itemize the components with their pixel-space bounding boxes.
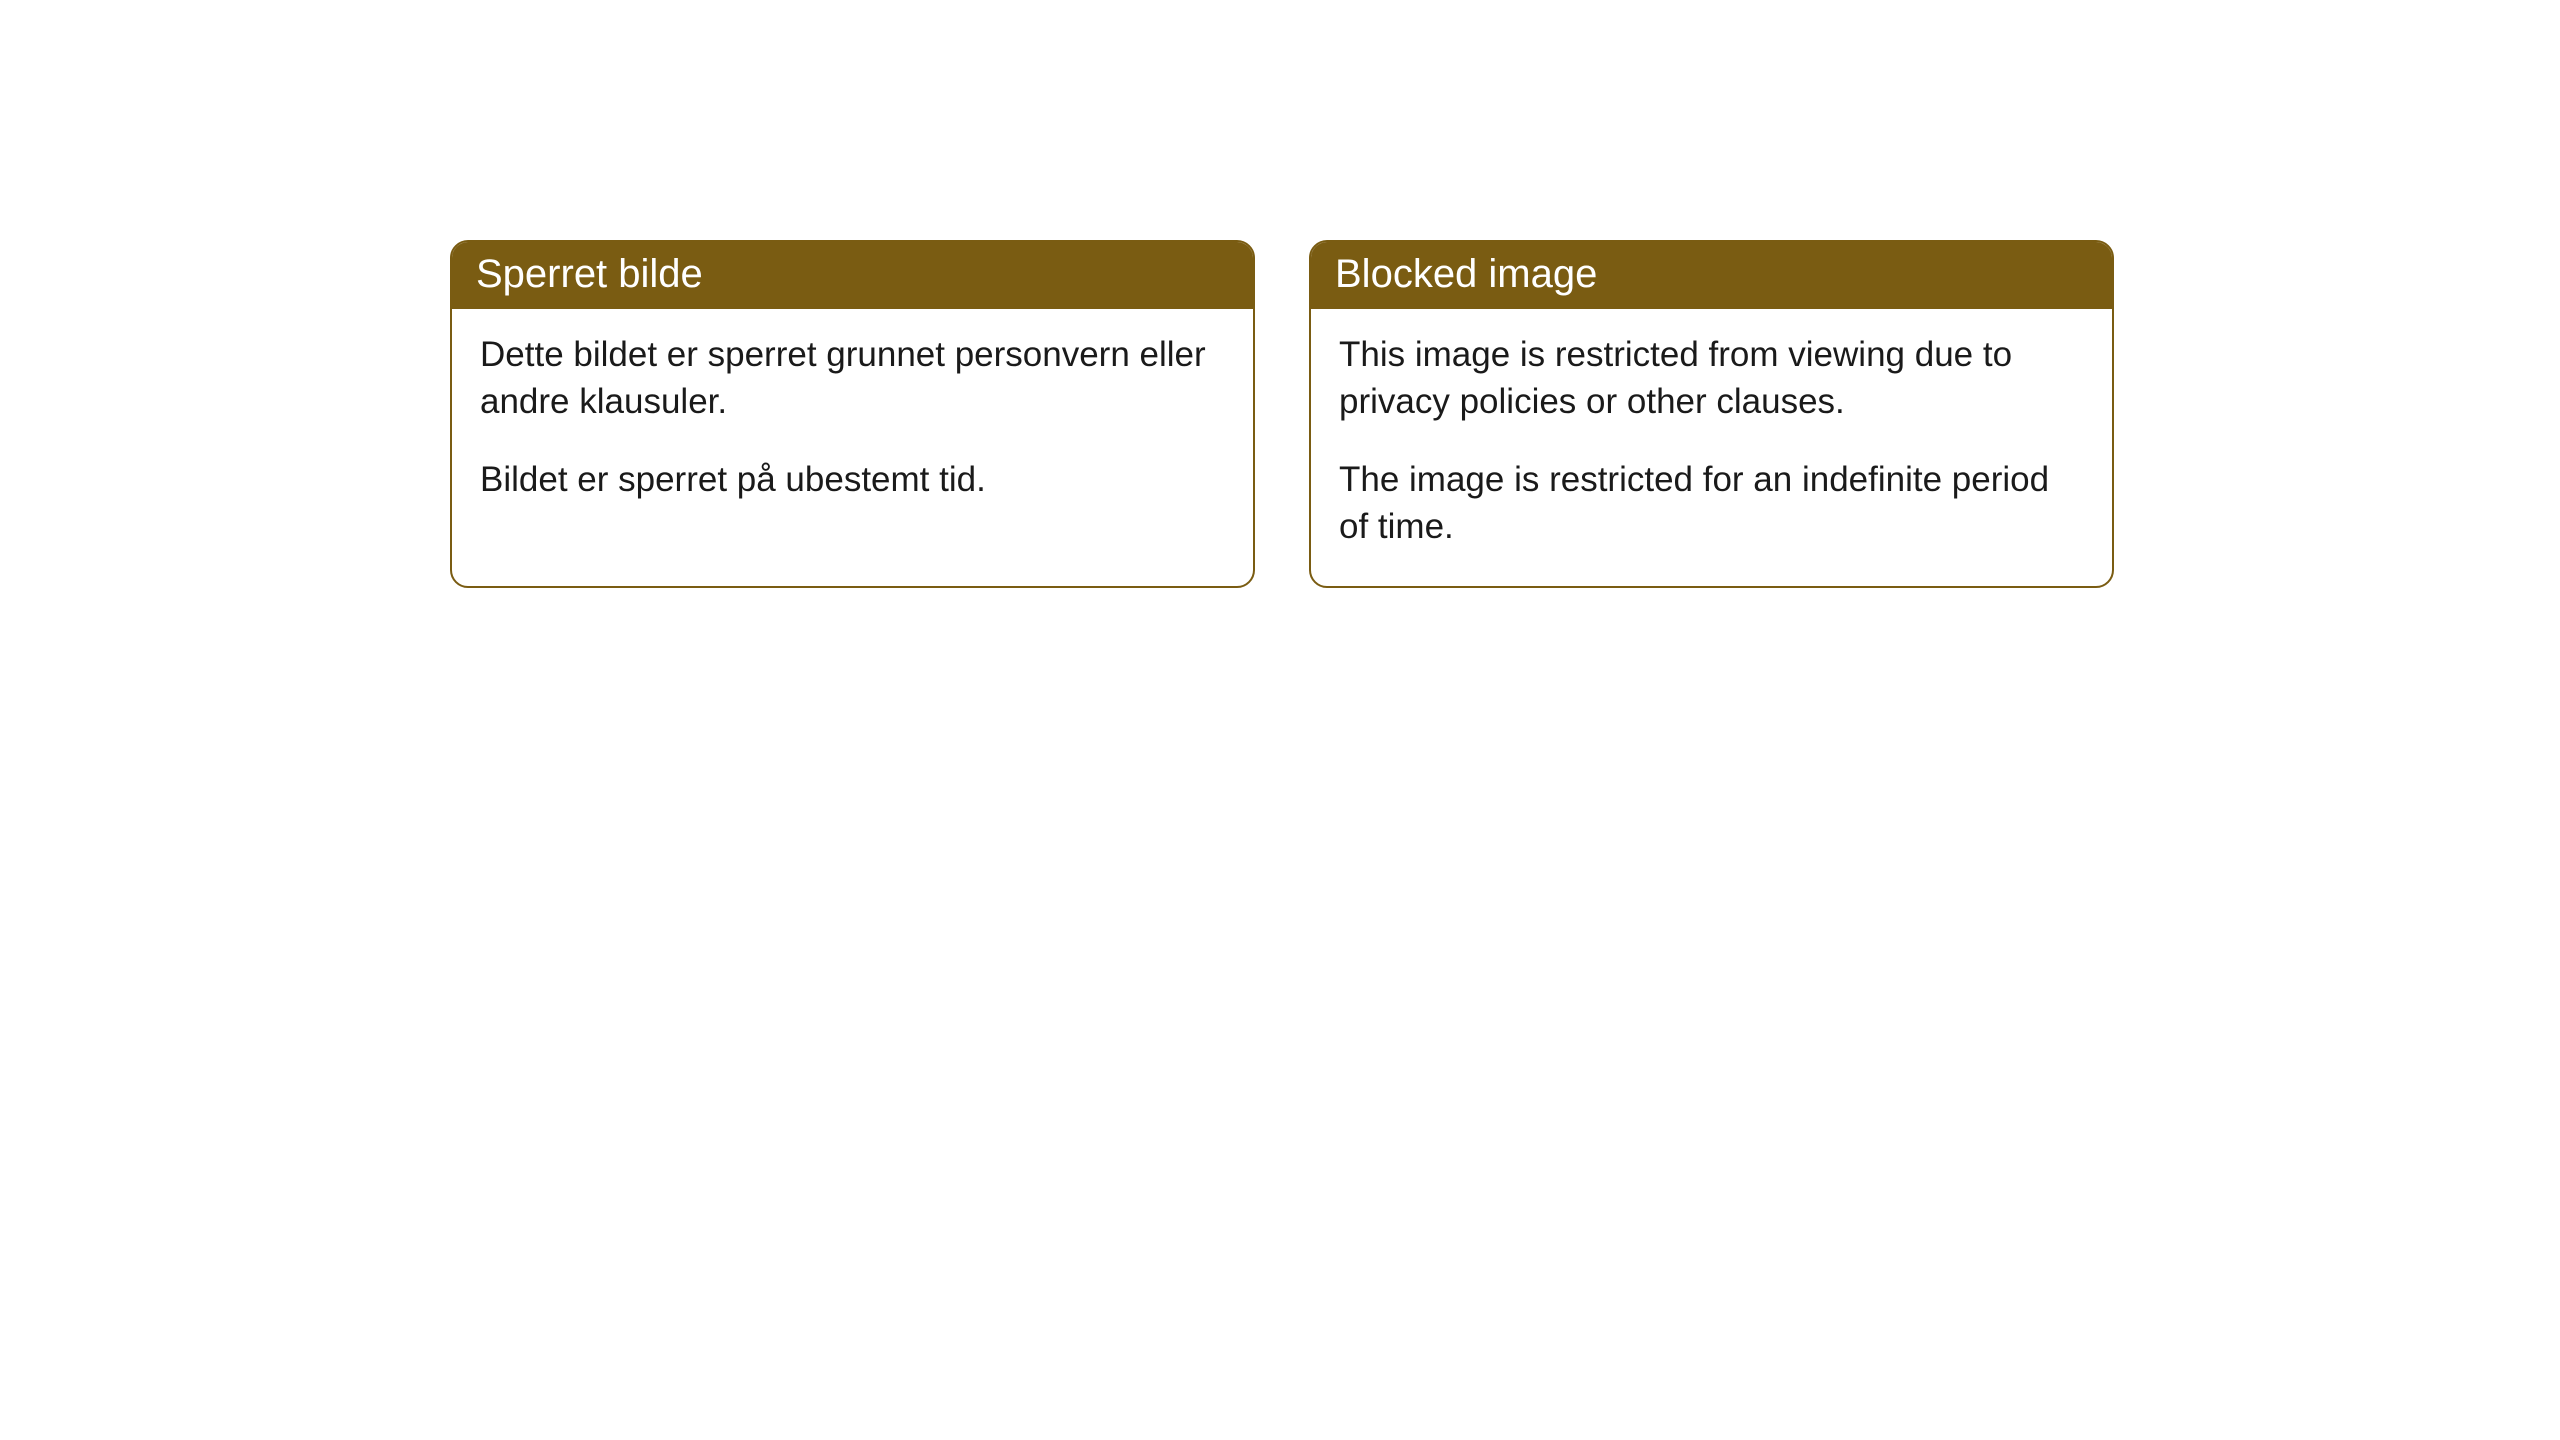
- card-body: Dette bildet er sperret grunnet personve…: [452, 309, 1253, 539]
- card-header: Sperret bilde: [452, 242, 1253, 309]
- blocked-image-card-norwegian: Sperret bilde Dette bildet er sperret gr…: [450, 240, 1255, 588]
- blocked-image-card-english: Blocked image This image is restricted f…: [1309, 240, 2114, 588]
- card-paragraph: The image is restricted for an indefinit…: [1339, 456, 2084, 551]
- card-paragraph: Dette bildet er sperret grunnet personve…: [480, 331, 1225, 426]
- card-paragraph: This image is restricted from viewing du…: [1339, 331, 2084, 426]
- card-body: This image is restricted from viewing du…: [1311, 309, 2112, 586]
- card-paragraph: Bildet er sperret på ubestemt tid.: [480, 456, 1225, 503]
- card-container: Sperret bilde Dette bildet er sperret gr…: [0, 0, 2560, 588]
- card-title: Sperret bilde: [476, 252, 703, 296]
- card-header: Blocked image: [1311, 242, 2112, 309]
- card-title: Blocked image: [1335, 252, 1597, 296]
